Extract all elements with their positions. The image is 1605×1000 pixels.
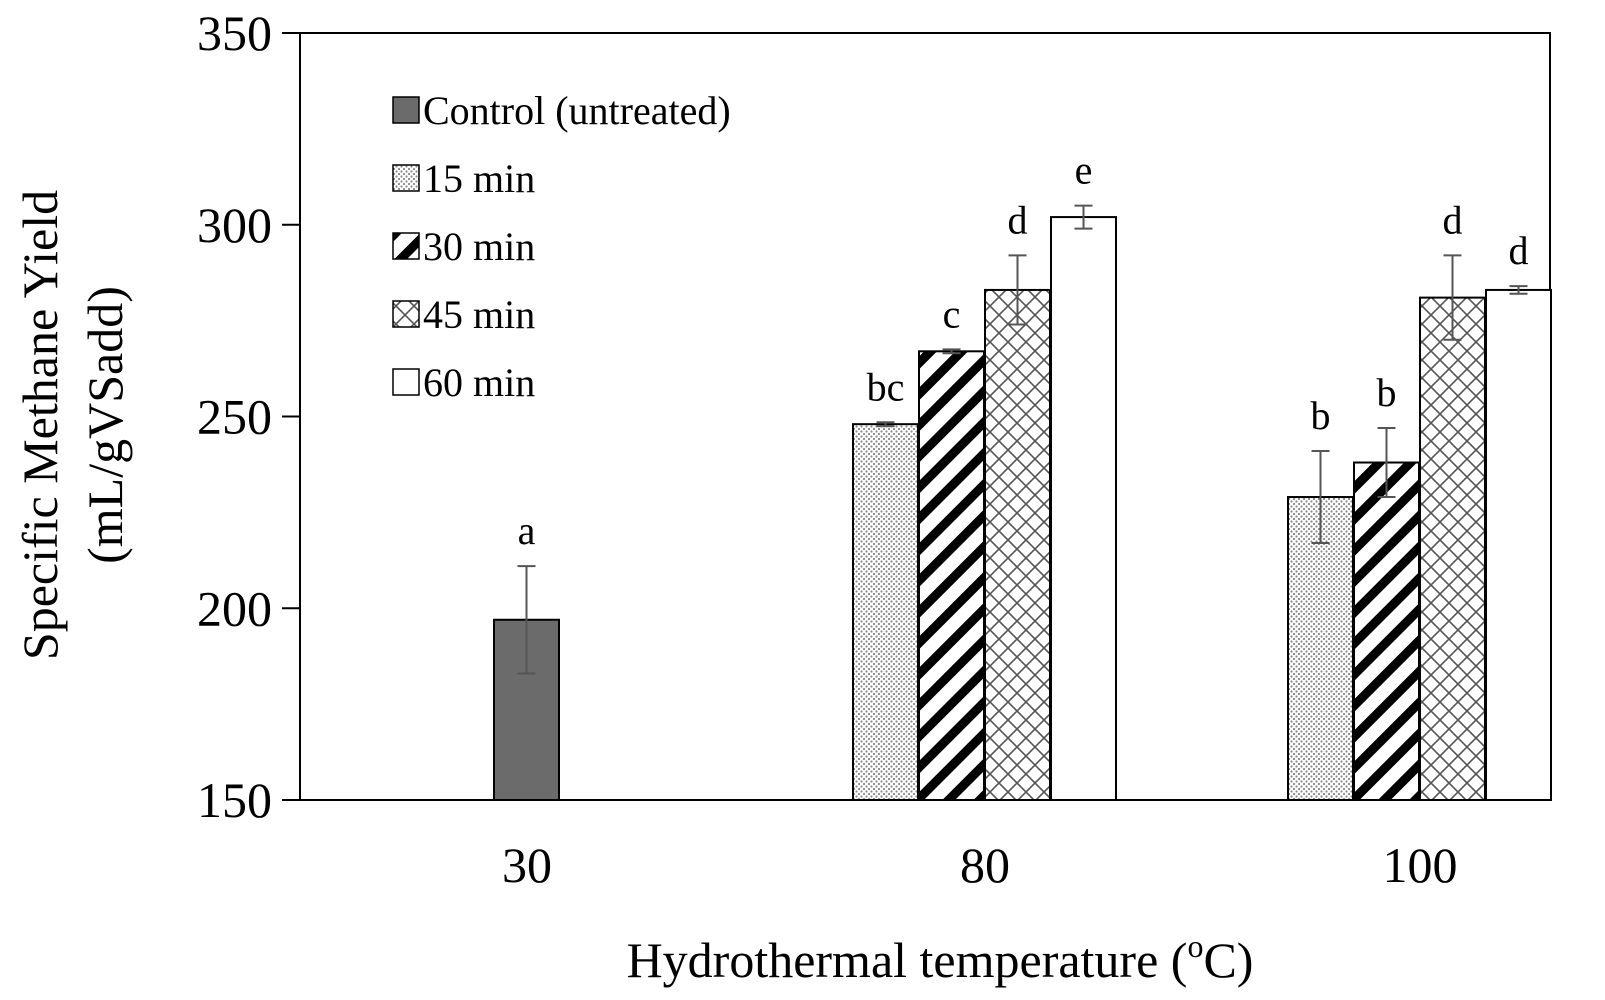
y-tick-label: 300 xyxy=(197,197,272,253)
legend-label: 45 min xyxy=(423,292,535,337)
bar xyxy=(918,350,985,801)
bar xyxy=(852,423,919,801)
x-axis-title: Hydrothermal temperature (oC) xyxy=(627,928,1254,988)
significance-label: d xyxy=(1509,228,1529,273)
bar xyxy=(1419,296,1486,801)
x-axis-title-unit: C) xyxy=(1203,932,1253,988)
significance-label: b xyxy=(1311,393,1331,438)
significance-label: a xyxy=(518,508,536,553)
y-tick-label: 200 xyxy=(197,580,272,636)
significance-label: b xyxy=(1377,370,1397,415)
legend-swatch xyxy=(392,96,420,124)
legend-label: Control (untreated) xyxy=(423,88,731,133)
bar xyxy=(1353,461,1420,801)
legend-swatch xyxy=(392,164,420,192)
legend-label: 30 min xyxy=(423,224,535,269)
significance-label: e xyxy=(1075,148,1093,193)
legend-swatch xyxy=(392,232,420,260)
significance-label: bc xyxy=(867,364,905,409)
x-axis-title-main: Hydrothermal temperature ( xyxy=(627,932,1188,988)
significance-label: d xyxy=(1008,197,1028,242)
legend-label: 15 min xyxy=(423,156,535,201)
bar xyxy=(1485,288,1552,801)
y-axis-ticks: 150 200 250 300 350 xyxy=(197,5,300,828)
significance-label: c xyxy=(943,291,961,336)
x-tick-label: 30 xyxy=(502,837,552,893)
y-axis-title-line1: Specific Methane Yield xyxy=(12,190,68,660)
x-tick-label: 80 xyxy=(960,837,1010,893)
x-axis-title-superscript: o xyxy=(1187,928,1203,964)
bar xyxy=(1050,216,1117,801)
y-tick-label: 250 xyxy=(197,389,272,445)
bars-group: a bcc d e b b d d xyxy=(493,148,1552,801)
bar xyxy=(984,288,1051,801)
x-axis-ticks: 30 80 100 xyxy=(502,837,1458,893)
y-tick-label: 150 xyxy=(197,772,272,828)
y-tick-label: 350 xyxy=(197,5,272,61)
legend: Control (untreated) 15 min 30 min 45 min 60 … xyxy=(392,88,731,405)
legend-swatch xyxy=(392,368,420,396)
significance-label: d xyxy=(1443,197,1463,242)
y-axis-title-line2: (mL/gVSadd) xyxy=(77,286,133,564)
legend-label: 60 min xyxy=(423,360,535,405)
x-tick-label: 100 xyxy=(1383,837,1458,893)
legend-swatch xyxy=(392,300,420,328)
